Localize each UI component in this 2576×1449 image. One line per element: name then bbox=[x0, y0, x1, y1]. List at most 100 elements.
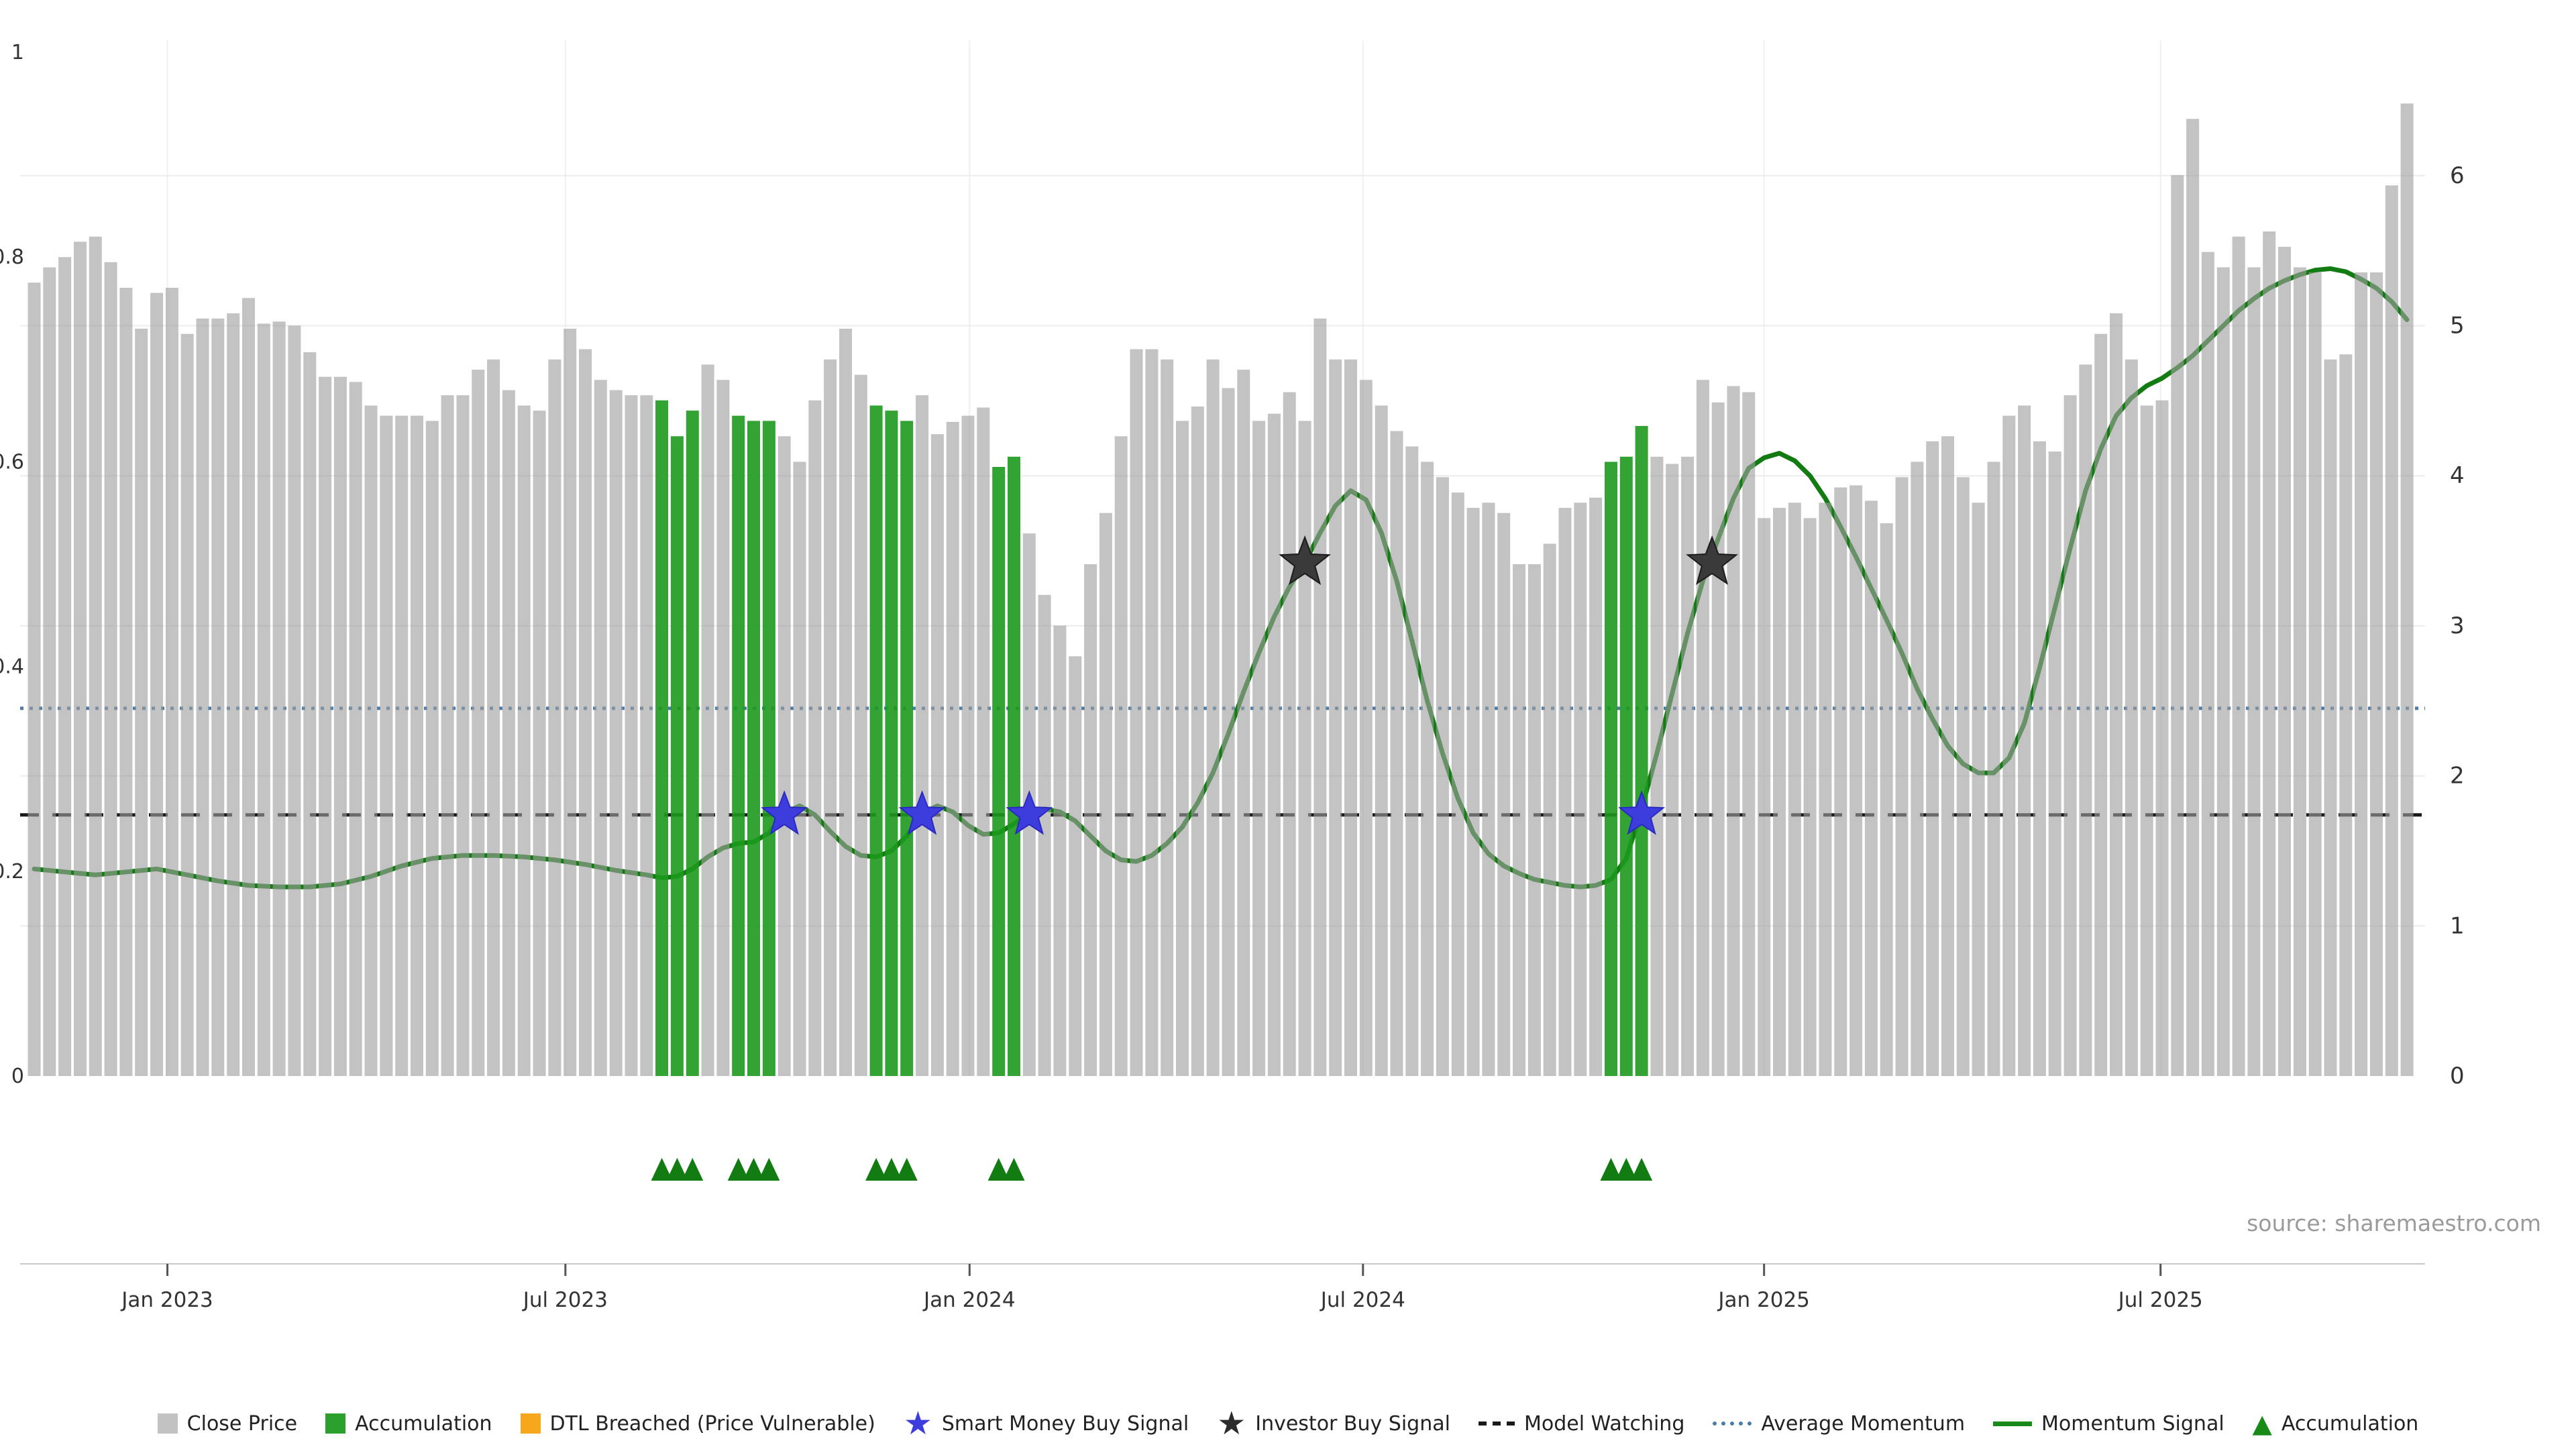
close-price-bar bbox=[1972, 502, 1985, 1076]
smart-money-buy-signal-star bbox=[761, 790, 808, 835]
x-axis-tick-label: Jul 2023 bbox=[522, 1288, 608, 1312]
close-price-bar bbox=[1222, 388, 1235, 1076]
close-price-bar bbox=[1574, 502, 1587, 1076]
accumulation-bar bbox=[686, 411, 699, 1076]
close-price-bar bbox=[1911, 462, 1924, 1076]
close-price-bar bbox=[104, 262, 117, 1076]
close-price-bar bbox=[1206, 359, 1220, 1076]
close-price-bar bbox=[58, 257, 72, 1077]
close-price-bar bbox=[456, 395, 470, 1076]
right-axis-tick-label: 4 bbox=[2450, 462, 2465, 489]
close-price-bar bbox=[916, 395, 929, 1076]
left-axis-tick-label: 0.6 bbox=[0, 450, 24, 474]
close-price-bar bbox=[2263, 231, 2276, 1076]
close-price-bar bbox=[1375, 405, 1388, 1076]
close-price-bar bbox=[777, 436, 791, 1077]
close-price-bar bbox=[43, 267, 56, 1076]
close-price-bar bbox=[2002, 415, 2016, 1076]
close-price-bar bbox=[2018, 405, 2031, 1076]
close-price-bar bbox=[1558, 508, 1572, 1076]
close-price-bar bbox=[517, 405, 531, 1076]
close-price-bar bbox=[1880, 523, 1893, 1076]
close-price-bar bbox=[808, 400, 822, 1076]
accumulation-triangle-marker bbox=[1615, 1158, 1638, 1181]
chart-canvas: Jan 2023 Jul 2023 Jan 2024 Jul 2024 Jan 2025… bbox=[0, 40, 2465, 1312]
legend-swatch-icon bbox=[157, 1413, 178, 1434]
close-price-bar bbox=[1834, 487, 1847, 1076]
accumulation-bar bbox=[732, 415, 745, 1076]
close-price-bar bbox=[1513, 564, 1525, 1076]
accumulation-bar bbox=[1635, 426, 1648, 1076]
close-price-bar bbox=[1589, 497, 1603, 1076]
close-price-bar bbox=[1987, 462, 2000, 1076]
accumulation-triangle-marker bbox=[1631, 1158, 1653, 1181]
close-price-bar bbox=[1895, 477, 1909, 1076]
close-price-bar bbox=[2186, 119, 2200, 1077]
close-price-bar bbox=[977, 407, 990, 1076]
close-price-bar bbox=[1267, 413, 1281, 1076]
accumulation-triangle-marker bbox=[1600, 1158, 1622, 1181]
close-price-bar bbox=[2385, 185, 2398, 1076]
left-axis-tick-label: 0.8 bbox=[0, 246, 24, 269]
close-price-bar bbox=[333, 376, 347, 1077]
accumulation-bar bbox=[1605, 462, 1617, 1076]
close-price-bar bbox=[1252, 421, 1266, 1076]
legend-label: Accumulation bbox=[355, 1411, 492, 1436]
close-price-bar bbox=[1114, 436, 1128, 1077]
left-axis-tick-label: 0 bbox=[11, 1065, 24, 1088]
close-price-bar bbox=[930, 434, 944, 1076]
legend-label: DTL Breached (Price Vulnerable) bbox=[549, 1411, 875, 1436]
close-price-bar bbox=[74, 241, 87, 1076]
close-price-bar bbox=[502, 390, 515, 1076]
accumulation-bar bbox=[992, 467, 1006, 1076]
chart-legend: Close Price Accumulation DTL Breached (Pri… bbox=[0, 1407, 2576, 1440]
close-price-bar bbox=[150, 292, 164, 1077]
accumulation-bar bbox=[1619, 456, 1633, 1076]
close-price-bar bbox=[1191, 407, 1204, 1076]
x-axis-tick-label: Jul 2025 bbox=[2117, 1288, 2203, 1312]
left-axis-tick-label: 0.4 bbox=[0, 655, 24, 679]
close-price-bar bbox=[1727, 386, 1740, 1076]
close-price-bar bbox=[1527, 564, 1541, 1076]
close-price-bar bbox=[579, 349, 592, 1076]
x-axis-tick-label: Jul 2024 bbox=[1320, 1288, 1405, 1312]
close-price-bar bbox=[364, 405, 378, 1076]
legend-item: DTL Breached (Price Vulnerable) bbox=[520, 1411, 875, 1436]
close-price-bar bbox=[472, 370, 485, 1076]
close-price-bar bbox=[1390, 431, 1403, 1076]
investor-buy-signal-star bbox=[1686, 535, 1738, 586]
legend-label: Model Watching bbox=[1523, 1411, 1685, 1436]
close-price-bar bbox=[1329, 359, 1342, 1076]
close-price-bar bbox=[303, 352, 317, 1076]
close-price-bar bbox=[961, 415, 975, 1076]
close-price-bar bbox=[1956, 477, 1970, 1076]
close-price-bar bbox=[594, 380, 607, 1076]
close-price-bar bbox=[1711, 402, 1725, 1076]
star-icon: ★ bbox=[1217, 1405, 1246, 1442]
dashed-line-icon bbox=[1478, 1421, 1515, 1426]
accumulation-bar bbox=[762, 421, 775, 1076]
investor-buy-signal-star bbox=[1279, 535, 1331, 586]
accumulation-triangle-marker bbox=[880, 1158, 902, 1181]
close-price-bar bbox=[1926, 441, 1939, 1076]
close-price-bar bbox=[2216, 267, 2230, 1076]
close-price-bar bbox=[1359, 380, 1373, 1076]
legend-label: Average Momentum bbox=[1761, 1411, 1966, 1436]
close-price-bar bbox=[2278, 246, 2291, 1076]
close-price-bar bbox=[411, 415, 423, 1076]
close-price-bar bbox=[257, 323, 270, 1076]
accumulation-triangle-marker bbox=[743, 1158, 765, 1181]
close-price-bar bbox=[227, 313, 240, 1077]
close-price-bar bbox=[2339, 354, 2353, 1077]
close-price-bar bbox=[1696, 380, 1709, 1076]
close-price-bar bbox=[1482, 502, 1495, 1076]
right-axis-tick-label: 0 bbox=[2450, 1063, 2465, 1089]
left-axis-tick-label: 1 bbox=[11, 41, 24, 64]
close-price-bar bbox=[1130, 349, 1143, 1076]
close-price-bar bbox=[2370, 272, 2383, 1077]
accumulation-triangle-marker bbox=[758, 1158, 780, 1181]
close-price-bar bbox=[946, 421, 959, 1076]
accumulation-bar bbox=[885, 411, 898, 1076]
close-price-bar bbox=[1421, 462, 1434, 1076]
